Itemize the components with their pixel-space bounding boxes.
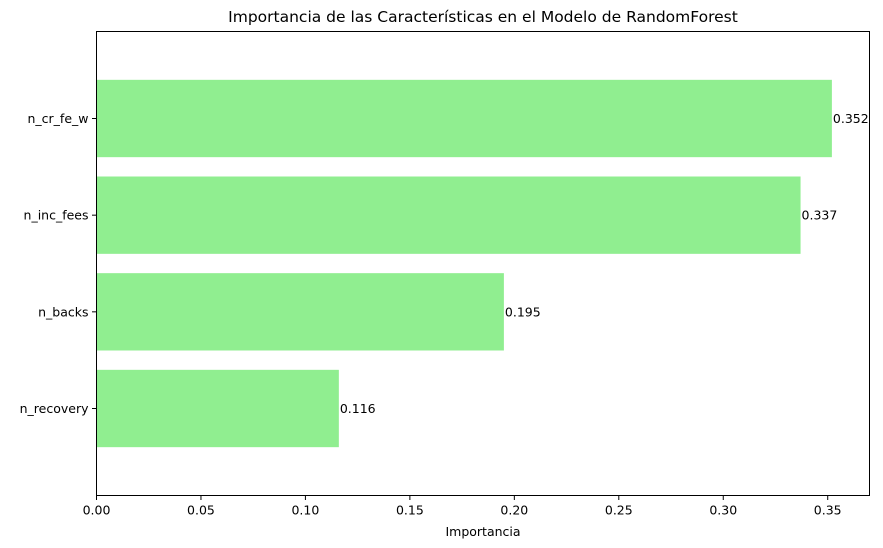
x-tick-label-1: 0.05 <box>187 503 215 518</box>
data-labels-group: 0.116 0.195 0.337 0.352 <box>340 111 869 416</box>
x-tick-label-3: 0.15 <box>396 503 424 518</box>
x-tick-label-7: 0.35 <box>814 503 842 518</box>
bar-n_cr_fe_w <box>96 79 832 158</box>
data-label-n_recovery: 0.116 <box>340 401 376 416</box>
data-label-n_inc_fees: 0.337 <box>802 208 838 223</box>
data-label-n_cr_fe_w: 0.352 <box>833 111 869 126</box>
plot-frame <box>96 31 870 496</box>
y-tick-label-n_recovery: n_recovery <box>20 401 89 416</box>
x-tick-label-2: 0.10 <box>291 503 319 518</box>
y-tick-label-n_backs: n_backs <box>38 304 88 319</box>
data-label-n_backs: 0.195 <box>505 304 541 319</box>
y-tick-label-n_cr_fe_w: n_cr_fe_w <box>28 111 89 126</box>
x-axis: 0.00 0.05 0.10 0.15 0.20 0.25 0.30 0.35 <box>83 495 842 518</box>
x-tick-label-4: 0.20 <box>500 503 528 518</box>
bar-n_inc_fees <box>96 176 801 254</box>
y-tick-label-n_inc_fees: n_inc_fees <box>24 208 89 223</box>
x-tick-label-0: 0.00 <box>83 503 111 518</box>
bar-n_backs <box>96 273 504 351</box>
chart-title: Importancia de las Características en el… <box>228 8 738 26</box>
x-tick-label-6: 0.30 <box>709 503 737 518</box>
y-axis: n_recovery n_backs n_inc_fees n_cr_fe_w <box>20 111 97 416</box>
bar-n_recovery <box>96 369 339 448</box>
x-tick-label-5: 0.25 <box>605 503 633 518</box>
x-axis-label: Importancia <box>445 524 520 539</box>
bars-group <box>96 79 832 448</box>
